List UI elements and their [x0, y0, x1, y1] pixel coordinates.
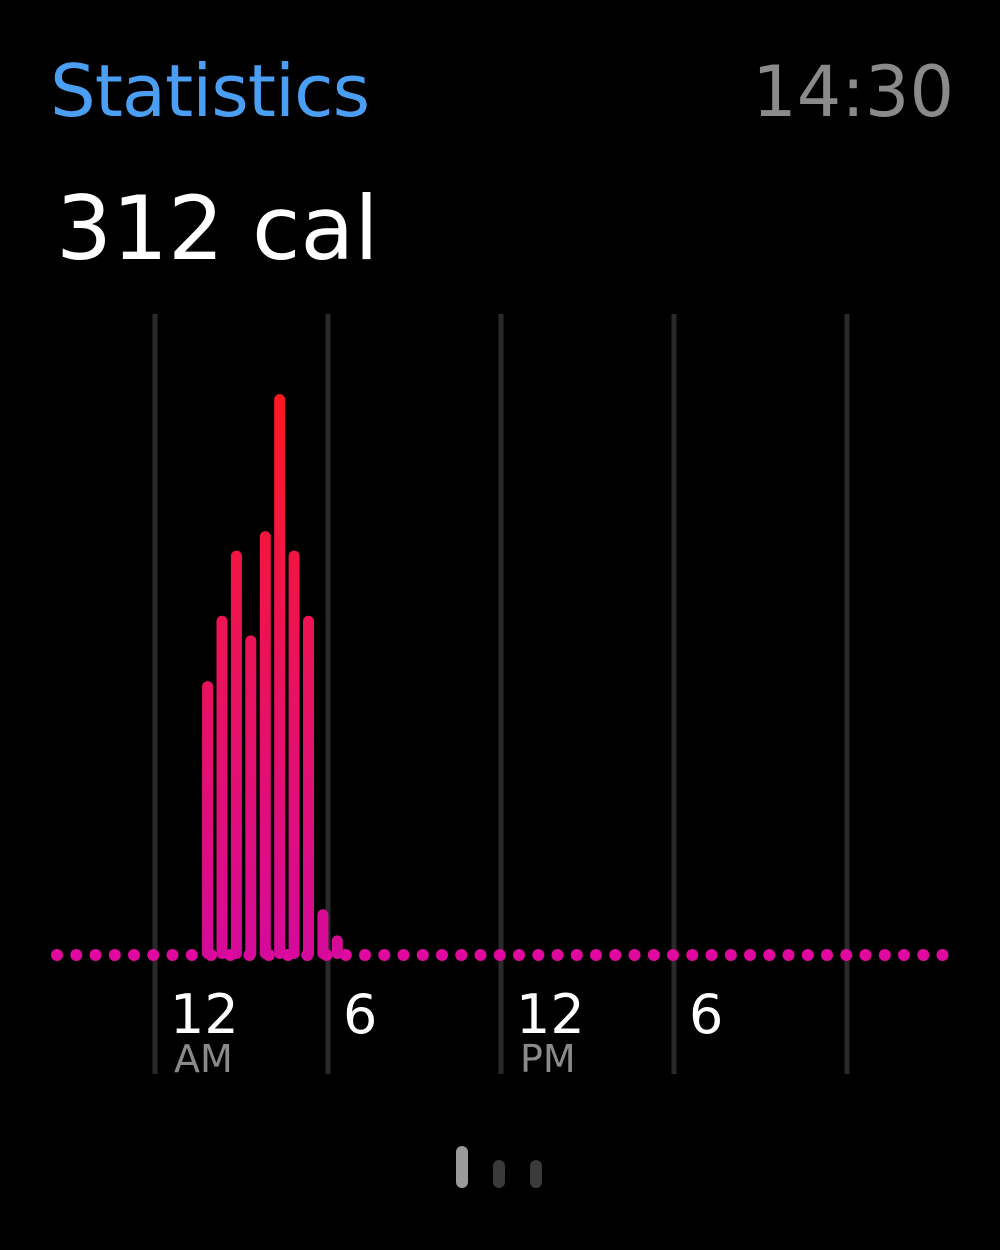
- page-dot[interactable]: [493, 1160, 505, 1188]
- calorie-bar: [317, 909, 329, 959]
- x-tick-sublabel: AM: [174, 1037, 233, 1081]
- baseline-dot: [590, 949, 602, 961]
- baseline-dot: [917, 949, 930, 961]
- baseline-dot: [878, 949, 891, 961]
- page-dot-active[interactable]: [456, 1146, 468, 1188]
- baseline-dot: [455, 949, 468, 961]
- baseline-dot: [821, 949, 833, 961]
- baseline-dot: [474, 949, 487, 961]
- calorie-bar: [331, 935, 343, 959]
- x-tick-label: 6: [343, 983, 377, 1046]
- baseline-dot: [416, 949, 429, 961]
- x-tick-label: 12: [516, 983, 585, 1046]
- baseline-dot: [840, 949, 853, 961]
- baseline-dot: [532, 949, 545, 961]
- calorie-bar: [230, 550, 242, 959]
- baseline-dot: [147, 949, 160, 961]
- calorie-bar: [216, 615, 228, 959]
- baseline-dot: [397, 949, 410, 961]
- baseline-dot: [898, 949, 910, 961]
- calorie-bar: [303, 615, 314, 959]
- baseline-dot: [705, 949, 718, 961]
- baseline-dot: [609, 949, 622, 961]
- baseline-dot: [686, 949, 699, 961]
- baseline-dot: [436, 949, 448, 961]
- baseline-dot: [185, 949, 198, 961]
- calorie-bar: [202, 681, 214, 959]
- baseline-dot: [51, 949, 63, 961]
- calorie-bar: [288, 550, 300, 959]
- baseline-dot: [378, 949, 391, 961]
- baseline-dot: [628, 949, 641, 961]
- baseline-dot: [936, 949, 949, 961]
- calorie-bar: [274, 394, 286, 960]
- page-indicator[interactable]: [456, 1146, 546, 1190]
- calorie-total: 312 cal: [56, 177, 379, 280]
- calorie-bar: [245, 635, 257, 959]
- x-tick-sublabel: PM: [520, 1037, 576, 1081]
- baseline-dot: [70, 949, 83, 961]
- baseline-dot: [513, 949, 525, 961]
- x-tick-label: 12: [170, 983, 239, 1046]
- x-tick-label: 6: [689, 983, 723, 1046]
- baseline-dot: [859, 949, 872, 961]
- clock-time: 14:30: [752, 51, 954, 133]
- baseline-dot: [763, 949, 776, 961]
- baseline-dot: [570, 949, 583, 961]
- page-title: Statistics: [50, 49, 370, 133]
- baseline-dot: [647, 949, 660, 961]
- baseline-dot: [166, 949, 179, 961]
- baseline-dot: [551, 949, 564, 961]
- baseline-dot: [128, 949, 140, 961]
- calorie-bar: [259, 531, 271, 959]
- baseline-dot: [493, 949, 506, 961]
- baseline-dot: [359, 949, 371, 961]
- baseline-dot: [89, 949, 102, 961]
- baseline-dot: [801, 949, 814, 961]
- baseline-dot: [782, 949, 795, 961]
- page-dot[interactable]: [530, 1160, 542, 1188]
- baseline-dot: [108, 949, 121, 961]
- baseline-dot: [744, 949, 756, 961]
- baseline-dot: [724, 949, 737, 961]
- baseline-dot: [667, 949, 679, 961]
